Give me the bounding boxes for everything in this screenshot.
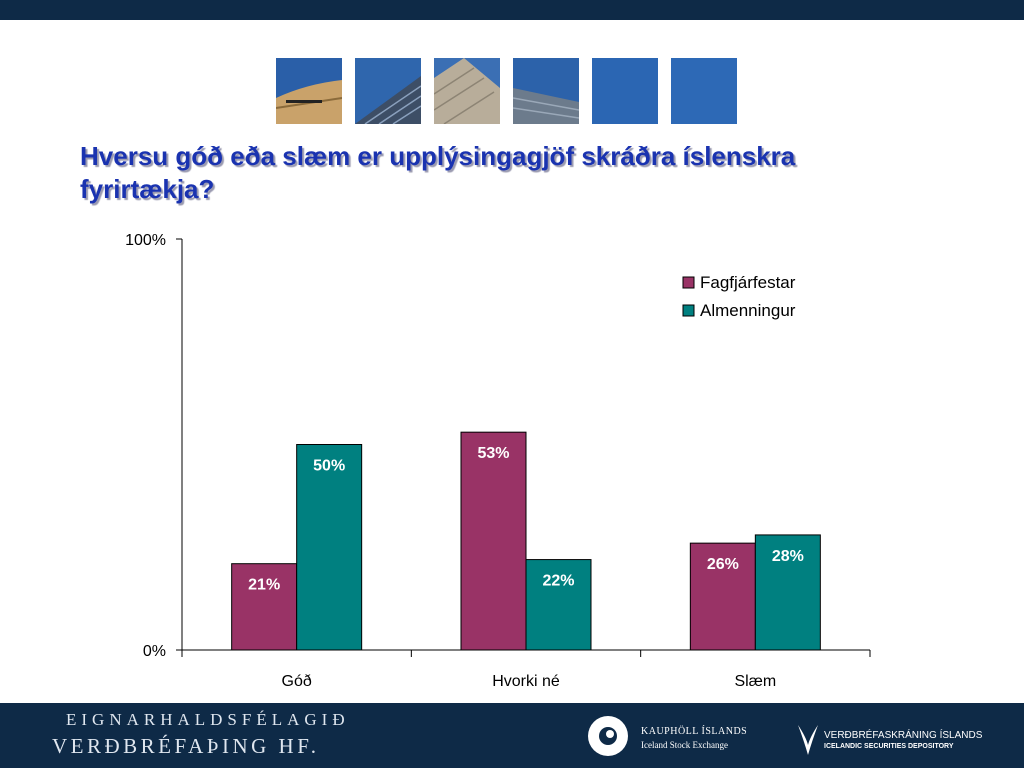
data-label: 26% — [707, 556, 739, 573]
data-label: 50% — [313, 458, 345, 475]
verdbrefaskraning-logo-icon — [798, 725, 818, 755]
bar-Fagfjárfestar-Slæm — [689, 542, 756, 651]
logo1-name: KAUPHÖLL ÍSLANDS — [641, 726, 748, 737]
photo-building-4 — [513, 58, 579, 124]
photo-sky-1 — [592, 58, 658, 124]
top-banner — [0, 0, 1024, 20]
legend-label-Fagfjárfestar: Fagfjárfestar — [700, 273, 796, 292]
photo-sky-2 — [671, 58, 737, 124]
photo-building-3 — [434, 58, 500, 124]
x-tick-label: Slæm — [734, 673, 776, 690]
data-label: 53% — [477, 445, 509, 462]
data-label: 21% — [248, 577, 280, 594]
slide-title: Hversu góð eða slæm er upplýsingagjöf sk… — [80, 141, 796, 204]
x-tick-label: Góð — [282, 673, 312, 690]
footer-company-line1: EIGNARHALDSFÉLAGIÐ — [66, 710, 350, 729]
logo1-subtitle: Iceland Stock Exchange — [641, 740, 728, 750]
logo2-name: VERÐBRÉFASKRÁNING ÍSLANDS — [824, 730, 983, 741]
x-tick-label: Hvorki né — [492, 673, 560, 690]
bar-Almenningur-Slæm — [754, 534, 821, 651]
legend-swatch-Almenningur — [682, 304, 695, 317]
y-tick-label: 100% — [125, 232, 166, 249]
footer-company-line2: VERÐBRÉFAÞING HF. — [52, 734, 320, 758]
legend-label-Almenningur: Almenningur — [700, 301, 796, 320]
bar-Almenningur-Góð — [296, 444, 363, 651]
kauphöll-logo-icon — [588, 716, 628, 756]
photo-building-2 — [355, 58, 421, 124]
data-label: 22% — [542, 573, 574, 590]
bar-chart: 21% 50% 53% 22% 26% 28% Góð Hvorki né Slæm 100% 0… — [125, 232, 871, 690]
logo2-subtitle: ICELANDIC SECURITIES DEPOSITORY — [824, 743, 954, 750]
data-label: 28% — [772, 548, 804, 565]
legend-swatch-Fagfjárfestar — [682, 276, 695, 289]
bar-Fagfjárfestar-Hvorki né — [460, 431, 527, 651]
y-tick-label: 0% — [143, 643, 166, 660]
bar-Almenningur-Hvorki né — [525, 559, 592, 651]
footer-banner: EIGNARHALDSFÉLAGIÐ VERÐBRÉFAÞING HF. KAU… — [0, 703, 1024, 768]
photo-building-1 — [276, 58, 342, 124]
